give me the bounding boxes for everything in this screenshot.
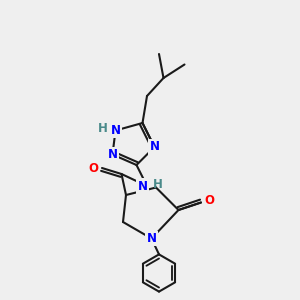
Text: N: N (110, 124, 121, 137)
Text: H: H (153, 178, 162, 191)
Text: O: O (88, 161, 99, 175)
Text: N: N (149, 140, 160, 154)
Text: N: N (107, 148, 118, 161)
Text: H: H (98, 122, 108, 136)
Text: N: N (137, 179, 148, 193)
Text: O: O (204, 194, 214, 208)
Text: N: N (146, 232, 157, 245)
